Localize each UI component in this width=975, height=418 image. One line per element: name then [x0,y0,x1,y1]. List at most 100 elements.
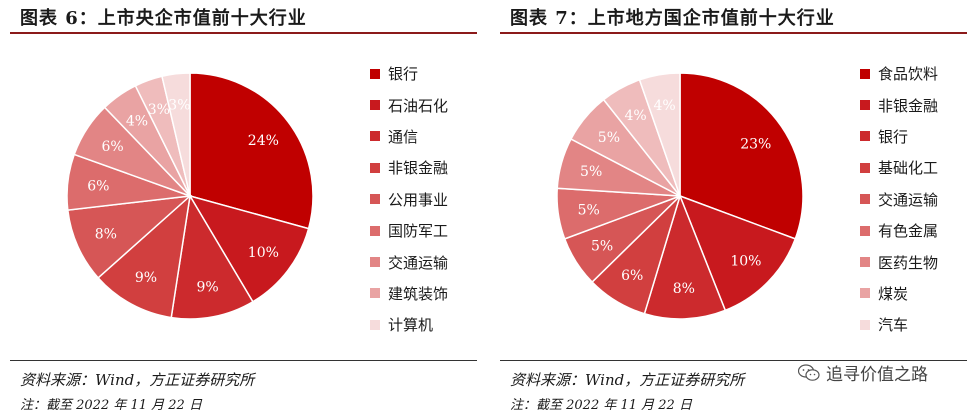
legend-item: 公用事业 [370,184,448,215]
slice-data-label: 4% [126,114,148,130]
slice-data-label: 10% [730,254,761,270]
legend-label: 通信 [388,127,419,146]
slice-data-label: 3% [168,97,190,113]
slice-data-label: 4% [654,98,676,114]
pie-slice [679,72,804,240]
legend-item: 建筑装饰 [370,278,448,309]
legend-swatch [370,257,380,268]
pie-slice [188,194,310,303]
slice-data-label: 3% [148,102,170,118]
slice-data-label: 6% [87,178,109,194]
legend-label: 银行 [878,127,909,146]
legend-swatch [860,131,870,142]
legend-label: 计算机 [388,316,434,335]
slice-data-label: 6% [101,139,123,155]
pie-slice [161,72,191,197]
legend-swatch [860,100,870,111]
chart-panel-7: 图表 7：上市地方国企市值前十大行业 23% 10% 8% 6% 5% 5% 5% 5% 4% 4… [500,0,967,418]
chart-title: 图表 6：上市央企市值前十大行业 [20,8,307,29]
slice-data-label: 5% [591,238,613,254]
legend-swatch [860,225,870,236]
legend-label: 建筑装饰 [388,284,449,303]
slice-data-label: 9% [135,270,157,286]
legend-item: 通信 [370,121,448,152]
slice-data-label: 5% [578,202,600,218]
pie-chart-svg: 24%10%9%9%8%6%6%4%3%3% [66,72,314,320]
legend-item: 银行 [370,58,448,89]
legend-label: 交通运输 [878,190,939,209]
legend-label: 基础化工 [878,159,939,178]
wechat-icon [798,363,820,381]
legend-swatch [860,319,870,330]
legend-swatch [370,68,380,79]
legend-label: 有色金属 [878,222,939,241]
note-text: 注：截至 2022 年 11 月 22 日 [510,398,692,413]
chart-legend: 食品饮料非银金融银行基础化工交通运输有色金属医药生物煤炭汽车 [860,58,938,341]
pie-slice [678,194,797,312]
source-rule [500,360,967,361]
legend-item: 煤炭 [860,278,938,309]
legend-item: 有色金属 [860,215,938,246]
pie-slice [643,193,727,320]
legend-swatch [370,194,380,205]
legend-swatch [370,100,380,111]
legend-swatch [370,319,380,330]
slice-data-label: 24% [248,133,279,149]
slice-data-label: 6% [621,268,643,284]
pie-slice [66,194,193,279]
legend-swatch [370,225,380,236]
title-rule [10,32,477,34]
legend-swatch [860,257,870,268]
chart-title: 图表 7：上市地方国企市值前十大行业 [510,8,835,29]
pie-slice [189,72,314,230]
legend-item: 交通运输 [860,184,938,215]
pie-chart-svg: 23%10%8%6%5%5%5%5%4%4% [556,72,804,320]
legend-label: 国防军工 [388,222,449,241]
watermark-text: 追寻价值之路 [826,365,928,385]
watermark: 追寻价值之路 [798,360,928,385]
legend-swatch [860,194,870,205]
legend-item: 非银金融 [860,89,938,120]
chart-legend: 银行石油石化通信非银金融公用事业国防军工交通运输建筑装饰计算机 [370,58,448,341]
legend-label: 非银金融 [388,159,449,178]
legend-item: 银行 [860,121,938,152]
legend-label: 非银金融 [878,96,939,115]
legend-item: 非银金融 [370,152,448,183]
legend-item: 医药生物 [860,246,938,277]
legend-label: 汽车 [878,316,909,335]
title-rule [500,32,967,34]
legend-label: 交通运输 [388,253,449,272]
slice-data-label: 23% [740,136,771,152]
pie-slice [97,194,192,319]
legend-label: 公用事业 [388,190,449,209]
legend-swatch [860,162,870,173]
pie-slice [638,72,681,197]
legend-item: 石油石化 [370,89,448,120]
slice-data-label: 8% [95,227,117,243]
source-rule [10,360,477,361]
legend-item: 汽车 [860,309,938,340]
legend-swatch [860,288,870,299]
legend-label: 医药生物 [878,253,939,272]
legend-item: 交通运输 [370,246,448,277]
chart-panel-6: 图表 6：上市央企市值前十大行业 24% 10% 9% 9% 8% 6% 6% 4% 3% 3% … [10,0,477,418]
legend-swatch [860,68,870,79]
legend-label: 石油石化 [388,96,449,115]
pie-slice [170,193,254,320]
legend-swatch [370,162,380,173]
legend-item: 国防军工 [370,215,448,246]
slice-data-label: 10% [248,245,279,261]
legend-label: 银行 [388,65,419,84]
legend-item: 基础化工 [860,152,938,183]
legend-item: 食品饮料 [860,58,938,89]
slice-data-label: 9% [196,280,218,296]
legend-label: 食品饮料 [878,65,939,84]
source-text: 资料来源：Wind，方正证券研究所 [20,371,255,389]
slice-data-label: 8% [673,281,695,297]
slice-data-label: 5% [598,130,620,146]
legend-item: 计算机 [370,309,448,340]
legend-label: 煤炭 [878,284,909,303]
slice-data-label: 5% [580,164,602,180]
legend-swatch [370,288,380,299]
slice-data-label: 4% [624,108,646,124]
